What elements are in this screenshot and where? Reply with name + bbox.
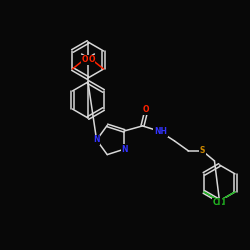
Text: S: S: [200, 146, 205, 156]
Text: N: N: [121, 144, 128, 154]
Text: Cl: Cl: [213, 198, 221, 207]
Text: NH: NH: [154, 128, 167, 136]
Text: O: O: [81, 56, 88, 64]
Text: O: O: [142, 106, 149, 114]
Text: Cl: Cl: [218, 198, 226, 207]
Text: O: O: [88, 56, 95, 64]
Text: N: N: [93, 136, 100, 144]
